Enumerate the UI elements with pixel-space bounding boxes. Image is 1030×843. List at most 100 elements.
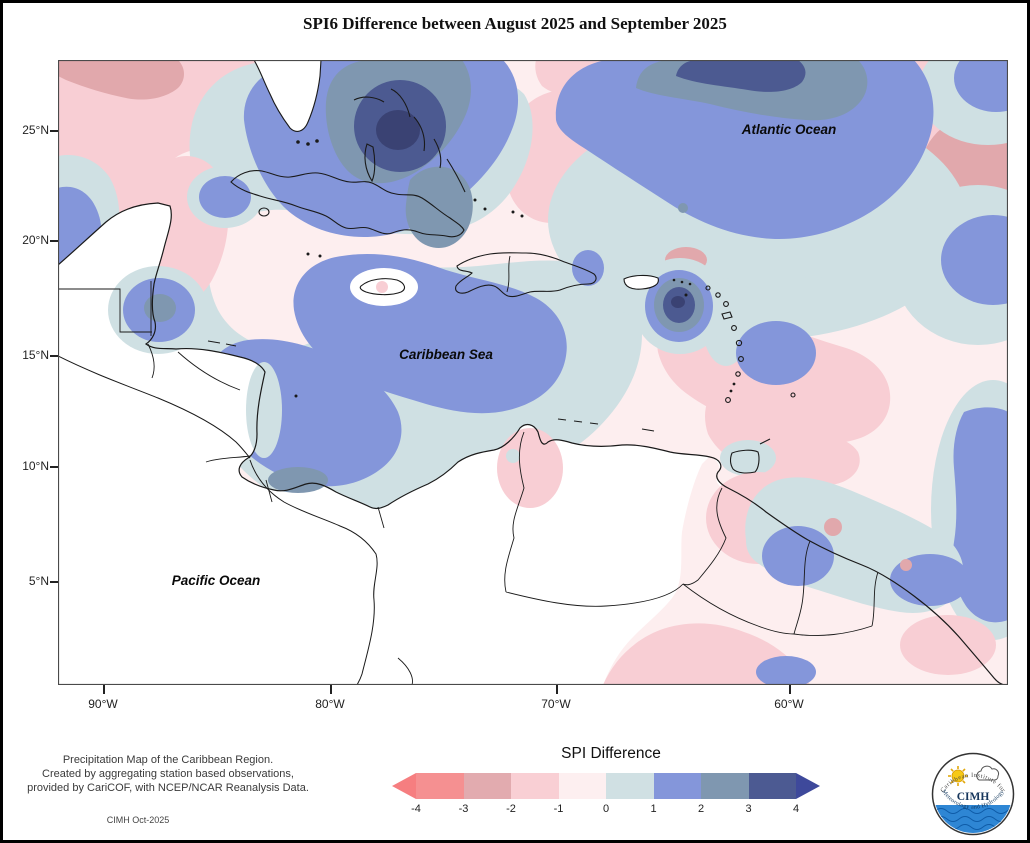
y-axis-tick-label: 10°N xyxy=(22,459,49,473)
contour-blob xyxy=(678,203,688,213)
pacific-coastline xyxy=(58,355,251,459)
map-frame xyxy=(58,60,1008,685)
border-line xyxy=(58,288,152,333)
borders-layer xyxy=(58,281,879,636)
isla-juventud-outline xyxy=(258,207,270,217)
border-line xyxy=(682,583,759,627)
trinidad-outline xyxy=(730,449,760,474)
x-axis-tick-label: 80°W xyxy=(315,697,345,711)
pacific-coastline xyxy=(249,459,378,685)
contour-blob xyxy=(376,110,420,150)
bahamas-island xyxy=(390,88,411,118)
bahamas-island xyxy=(433,138,442,169)
colorbar-right-arrow xyxy=(796,773,820,799)
contour-blob xyxy=(900,615,996,675)
florida-shape xyxy=(253,60,322,132)
colorbar-bar xyxy=(392,773,820,799)
contour-blob xyxy=(900,559,912,571)
contour-blob xyxy=(736,321,816,385)
margarita-island xyxy=(641,428,655,432)
contour-blob xyxy=(762,526,834,586)
y-axis-tick-mark xyxy=(50,130,58,132)
islands-layer xyxy=(207,88,796,474)
colorbar-tick-label: -2 xyxy=(506,803,516,815)
colorbar-tick-label: -4 xyxy=(411,803,421,815)
border-line xyxy=(793,625,873,636)
abc-islands xyxy=(557,418,599,425)
caribbean-sea-label: Caribbean Sea xyxy=(399,347,493,362)
contour-blob xyxy=(268,467,328,493)
contour-blob xyxy=(954,60,1008,112)
colorbar-segment xyxy=(463,773,511,799)
tobago-outline xyxy=(759,438,771,445)
land-contour-overlays xyxy=(108,266,1002,685)
y-axis-tick-label: 25°N xyxy=(22,123,49,137)
x-axis-tick-label: 60°W xyxy=(774,697,804,711)
map-title: SPI6 Difference between August 2025 and … xyxy=(303,14,727,33)
footer-line: Created by aggregating station based obs… xyxy=(42,768,294,781)
colorbar: SPI Difference -4 -3 -2 -1 0 1 2 3 4 xyxy=(391,745,831,825)
contour-blob xyxy=(199,176,251,218)
y-axis-tick-mark xyxy=(50,240,58,242)
contour-blob xyxy=(246,362,282,458)
contour-blob xyxy=(144,294,176,322)
colorbar-tick-label: 4 xyxy=(792,803,800,815)
y-axis-tick-label: 15°N xyxy=(22,348,49,362)
bahamas-island xyxy=(413,116,426,152)
puerto-rico-shape xyxy=(623,274,659,290)
cimh-logo: Caribbean Institute for CIMH Meteorology… xyxy=(931,752,1015,836)
contour-blob xyxy=(572,250,604,286)
y-axis-tick-label: 5°N xyxy=(28,574,49,588)
colorbar-tick-label: 3 xyxy=(745,803,752,815)
y-axis-tick-label: 20°N xyxy=(22,233,49,247)
border-line xyxy=(377,506,385,529)
colorbar-tick-label: 2 xyxy=(697,803,705,815)
colorbar-segment xyxy=(653,773,701,799)
x-axis-tick-label: 90°W xyxy=(88,697,118,711)
bahamas-island xyxy=(446,158,466,193)
colorbar-tick-label: 0 xyxy=(602,803,610,815)
y-axis-tick-mark xyxy=(50,355,58,357)
colorbar-segment xyxy=(606,773,654,799)
x-axis-tick-mark xyxy=(103,685,105,694)
colorbar-tick-label: 1 xyxy=(650,803,657,815)
border-line xyxy=(147,343,155,379)
border-line xyxy=(682,487,727,586)
spi-bullseye xyxy=(633,258,727,354)
pacific-ocean-label: Pacific Ocean xyxy=(172,573,261,588)
colorbar-segment xyxy=(416,773,464,799)
x-axis-tick-mark xyxy=(330,685,332,694)
colorbar-segment xyxy=(701,773,749,799)
contour-blob xyxy=(506,449,520,463)
small-island-dots xyxy=(294,139,736,398)
haiti-dr-border xyxy=(506,255,511,293)
sun-icon xyxy=(948,766,968,786)
y-axis-tick-mark xyxy=(50,581,58,583)
contour-blob xyxy=(824,518,842,536)
cuba-outline xyxy=(230,170,465,238)
x-axis-tick-label: 70°W xyxy=(541,697,571,711)
bahamas-island xyxy=(353,96,385,103)
contour-blob xyxy=(756,656,816,685)
colorbar-segment xyxy=(558,773,606,799)
contour-blob xyxy=(58,60,184,100)
jamaica-outline xyxy=(359,278,406,296)
border-line xyxy=(177,351,241,391)
colorbar-segment xyxy=(748,773,796,799)
logo-org-text: CIMH xyxy=(957,791,990,803)
border-line xyxy=(265,479,273,503)
hispaniola-outline xyxy=(455,252,597,298)
contour-blob xyxy=(376,281,388,293)
lesser-antilles-chain xyxy=(705,285,796,403)
border-line xyxy=(871,571,879,627)
land-layer xyxy=(58,60,1006,685)
colorbar-segment xyxy=(511,773,559,799)
border-line xyxy=(757,625,795,635)
coastline-layer xyxy=(58,202,1007,685)
x-axis-tick-mark xyxy=(789,685,791,694)
colorbar-title: SPI Difference xyxy=(561,745,661,762)
contour-blob xyxy=(941,215,1008,305)
contour-blob xyxy=(720,440,776,476)
map-labels-layer: Atlantic Ocean Caribbean Sea Pacific Oce… xyxy=(172,122,837,588)
